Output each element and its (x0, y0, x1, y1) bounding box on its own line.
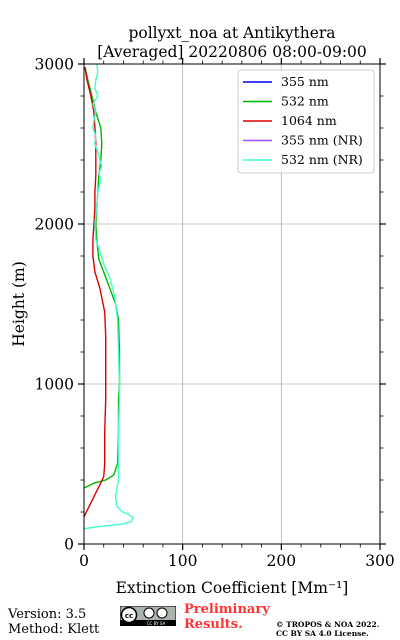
legend-label: 1064 nm (281, 113, 337, 128)
creative-commons-badge-icon: cc CC BY SA (120, 606, 176, 626)
legend-label: 532 nm (281, 94, 329, 109)
series-line-532-nm (83, 67, 121, 489)
legend: 355 nm 532 nm 1064 nm 355 nm (NR) 532 nm (NR… (237, 69, 375, 174)
plot-frame (83, 63, 381, 545)
y-tick-label: 1000 (35, 376, 74, 394)
preliminary-line2: Results. (184, 617, 243, 632)
legend-label: 532 nm (NR) (281, 152, 363, 167)
copyright-notice: © TROPOS & NOA 2022. CC BY SA 4.0 Licens… (276, 620, 379, 638)
y-tick-label: 3000 (35, 56, 74, 74)
copyright-line2: CC BY SA 4.0 License. (276, 629, 369, 638)
license-badge-text: CC BY SA (147, 621, 166, 626)
preliminary-results-label: Preliminary Results. (184, 602, 270, 632)
series-line-532-nm-nr (83, 63, 135, 530)
chart-title-line2: [Averaged] 20220806 08:00-09:00 (97, 43, 367, 61)
series-line-1064-nm (83, 67, 107, 518)
copyright-line1: © TROPOS & NOA 2022. (276, 620, 380, 629)
x-tick-label: 200 (267, 552, 297, 570)
x-tick-label: 100 (168, 552, 198, 570)
series-lines (83, 63, 135, 530)
x-tick-label: 300 (365, 552, 395, 570)
axis-ticks (78, 58, 386, 550)
x-tick-label: 0 (79, 552, 89, 570)
legend-label: 355 nm (281, 74, 329, 89)
version-text: Version: 3.5 (8, 607, 87, 622)
y-tick-label: 2000 (35, 216, 74, 234)
preliminary-line1: Preliminary (184, 602, 270, 617)
x-axis-label: Extinction Coefficient [Mm⁻¹] (116, 579, 349, 597)
legend-label: 355 nm (NR) (281, 133, 363, 148)
y-tick-label: 0 (64, 536, 74, 554)
svg-text:cc: cc (125, 612, 133, 620)
chart-title-line1: pollyxt_noa at Antikythera (128, 24, 335, 42)
method-text: Method: Klett (8, 622, 100, 637)
y-axis-label: Height (m) (10, 261, 28, 347)
legend-box (237, 69, 375, 174)
